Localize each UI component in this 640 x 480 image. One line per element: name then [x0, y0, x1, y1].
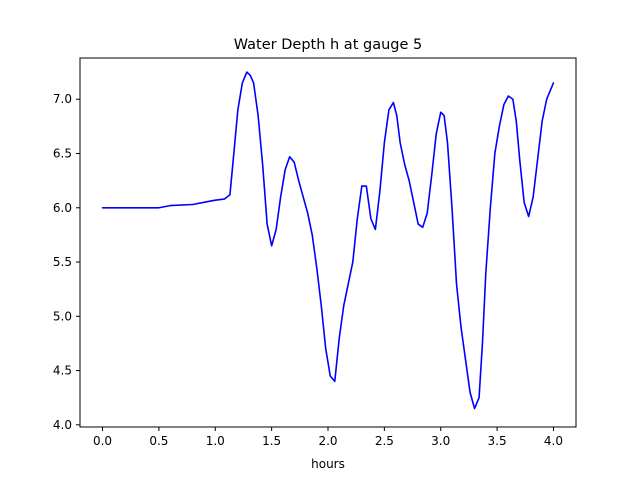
chart-title: Water Depth h at gauge 5	[234, 37, 422, 53]
x-tick-label: 1.0	[206, 434, 225, 448]
x-tick-label: 1.5	[262, 434, 281, 448]
series-line-0	[101, 71, 555, 410]
x-tick-label: 2.0	[318, 434, 337, 448]
y-tick-label: 4.5	[53, 364, 72, 378]
x-tick-label: 0.0	[93, 434, 112, 448]
x-tick-label: 3.0	[431, 434, 450, 448]
x-tick-label: 0.5	[149, 434, 168, 448]
x-axis-label: hours	[311, 457, 345, 471]
x-tick-label: 2.5	[375, 434, 394, 448]
y-tick-label: 6.5	[53, 147, 72, 161]
y-tick-label: 5.5	[53, 255, 72, 269]
x-tick-label: 4.0	[544, 434, 563, 448]
y-tick-label: 6.0	[53, 201, 72, 215]
y-tick-label: 7.0	[53, 92, 72, 106]
y-tick-label: 5.0	[53, 309, 72, 323]
y-tick-label: 4.0	[53, 418, 72, 432]
plot-area: 0.0 0.5 1.0 1.5 2.0 2.5 3.0 3.5 4.0 4.0 4.5 5.0 5.5 6…	[53, 57, 577, 448]
x-tick-label: 3.5	[488, 434, 507, 448]
